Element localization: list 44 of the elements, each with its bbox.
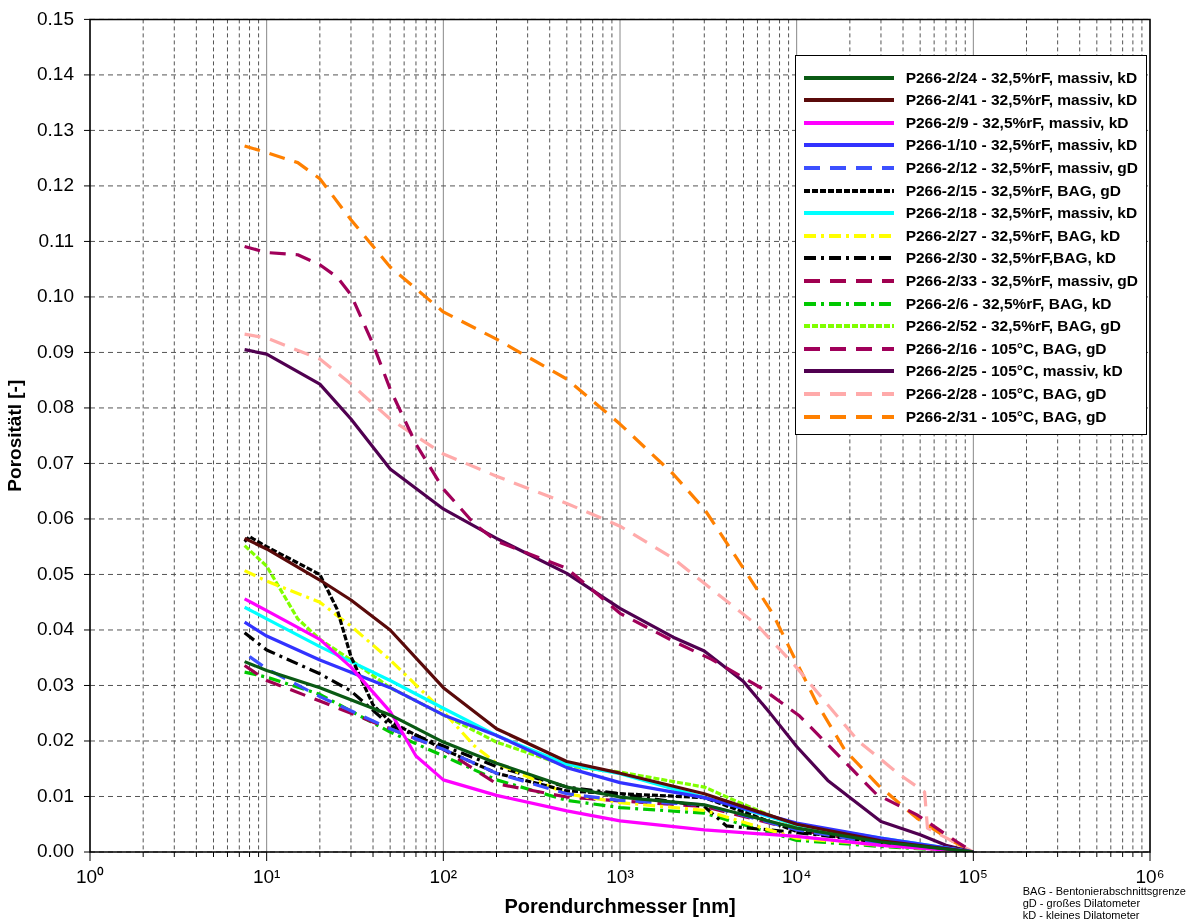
y-tick-label: 0.10	[37, 285, 74, 307]
y-tick-label: 0.12	[37, 174, 74, 196]
y-tick-label: 0.01	[37, 784, 74, 806]
legend-label: P266-2/12 - 32,5%rF, massiv, gD	[905, 159, 1138, 178]
legend-label: P266-2/31 - 105°C, BAG, gD	[905, 407, 1107, 426]
y-tick-label: 0.11	[38, 229, 74, 251]
y-tick-label: 0.14	[37, 63, 75, 85]
y-tick-label: 0.03	[37, 673, 74, 695]
x-tick-label: 10²	[429, 865, 458, 887]
legend-label: P266-2/41 - 32,5%rF, massiv, kD	[905, 91, 1138, 110]
legend-label: P266-2/9 - 32,5%rF, massiv, kD	[905, 113, 1129, 132]
x-axis-title: Porendurchmesser [nm]	[504, 894, 736, 917]
text: kD - kleines Dilatometer	[1022, 909, 1141, 921]
legend-label: P266-2/30 - 32,5%rF,BAG, kD	[905, 249, 1116, 268]
text: BAG - Bentonierabschnittsgrenze	[1022, 885, 1186, 897]
legend-label: P266-2/52 - 32,5%rF, BAG, gD	[905, 317, 1122, 336]
y-tick-label: 0.09	[37, 340, 74, 362]
x-tick-label: 10⁵	[958, 865, 988, 887]
x-tick-label: 10¹	[252, 865, 281, 887]
y-tick-label: 0.15	[37, 7, 74, 29]
legend-label: P266-2/33 - 32,5%rF, massiv, gD	[905, 272, 1138, 291]
x-tick-label: 10³	[606, 865, 634, 887]
legend-label: P266-2/6 - 32,5%rF, BAG, kD	[905, 294, 1112, 313]
legend-label: P266-2/27 - 32,5%rF, BAG, kD	[905, 226, 1121, 245]
legend-label: P266-2/16 - 105°C, BAG, gD	[905, 339, 1107, 358]
y-axis-title: Porositätl [-]	[3, 379, 25, 492]
y-tick-label: 0.13	[37, 118, 74, 140]
legend-label: P266-2/28 - 105°C, BAG, gD	[905, 385, 1107, 403]
legend-label: P266-2/25 - 105°C, massiv, kD	[905, 362, 1123, 381]
legend-label: P266-2/15 - 32,5%rF, BAG, gD	[905, 181, 1122, 200]
legend-label: P266-1/10 - 32,5%rF, massiv, kD	[905, 136, 1138, 155]
y-tick-label: 0.08	[37, 396, 74, 418]
y-tick-label: 0.05	[37, 562, 74, 584]
y-tick-label: 0.02	[37, 729, 74, 751]
x-tick-label: 10⁶	[1135, 865, 1165, 887]
x-tick-label: 10⁰	[75, 865, 105, 887]
legend-label: P266-2/24 - 32,5%rF, massiv, kD	[905, 68, 1138, 87]
legend-label: P266-2/18 - 32,5%rF, massiv, kD	[905, 204, 1138, 223]
y-tick-label: 0.00	[37, 840, 74, 862]
y-tick-label: 0.07	[37, 451, 74, 473]
y-tick-label: 0.04	[37, 618, 75, 640]
y-tick-label: 0.06	[37, 507, 74, 529]
text: gD - großes Dilatometer	[1022, 897, 1142, 909]
x-tick-label: 10⁴	[782, 865, 812, 887]
